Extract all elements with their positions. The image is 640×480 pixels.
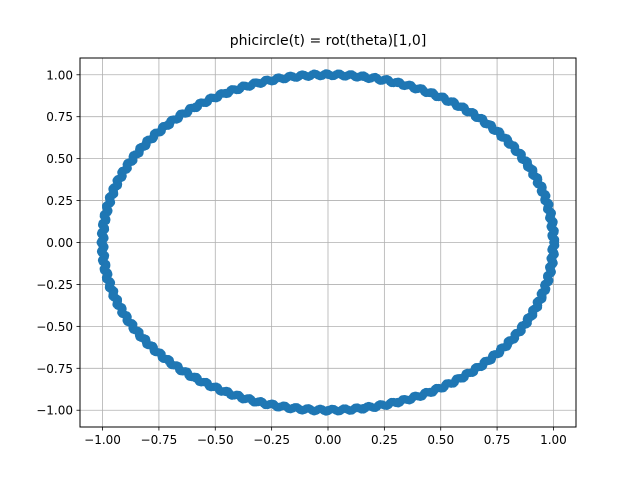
data-point [323,70,333,79]
x-tick-label: 0.75 [484,433,511,447]
y-tick-label: 1.00 [46,68,73,82]
chart-title: phicircle(t) = rot(theta)[1,0] [230,33,427,49]
y-tick-label: 0.25 [46,194,73,208]
data-point [254,78,263,88]
data-point [506,336,515,346]
data-point [359,403,368,413]
data-point [288,72,297,82]
x-tick-label: −1.00 [84,433,121,447]
data-point [538,290,547,299]
data-point [101,264,110,273]
data-point [456,373,465,383]
data-point [122,162,132,171]
data-point [546,212,555,221]
y-tick-label: −1.00 [36,404,73,418]
x-tick-label: −0.50 [197,433,234,447]
y-tick-label: 0.00 [46,236,73,250]
y-axis-ticks: −1.00 −0.75 −0.50 −0.25 0.00 0.25 0.50 0.75 1.00 [36,68,80,418]
data-point [506,139,515,149]
data-point [549,238,558,247]
data-point [221,387,230,397]
x-tick-label: 1.00 [540,433,567,447]
data-point [191,102,200,112]
data-point [122,314,132,323]
data-point [524,314,534,323]
data-point [359,72,368,82]
data-point [141,336,150,346]
x-tick-label: 0.50 [427,433,454,447]
y-tick-label: −0.75 [36,362,73,376]
data-point [323,406,333,415]
x-tick-label: −0.75 [141,433,178,447]
grid-lines [80,58,576,427]
data-point [191,373,200,383]
x-tick-label: 0.00 [315,433,342,447]
data-point [456,102,465,112]
data-points [96,69,560,416]
data-point [164,119,173,129]
data-point [98,238,107,247]
data-point [393,397,402,407]
data-point [109,186,118,195]
data-point [109,290,118,299]
x-tick-label: 0.25 [371,433,398,447]
data-point [101,212,110,221]
data-point [221,88,230,98]
data-point [254,397,263,407]
data-point [524,162,534,171]
x-tick-label: −0.25 [253,433,290,447]
data-point [164,356,173,366]
data-point [483,356,492,366]
y-tick-label: 0.75 [46,110,73,124]
data-point [546,264,555,273]
data-point [141,139,150,149]
data-point [538,186,547,195]
data-point [426,387,435,397]
y-tick-label: 0.50 [46,152,73,166]
data-point [288,403,297,413]
y-tick-label: −0.50 [36,320,73,334]
data-point [483,119,492,129]
data-point [393,78,402,88]
y-tick-label: −0.25 [36,278,73,292]
x-axis-ticks: −1.00 −0.75 −0.50 −0.25 0.00 0.25 0.50 0.75 1.00 [84,427,567,447]
data-point [426,88,435,98]
